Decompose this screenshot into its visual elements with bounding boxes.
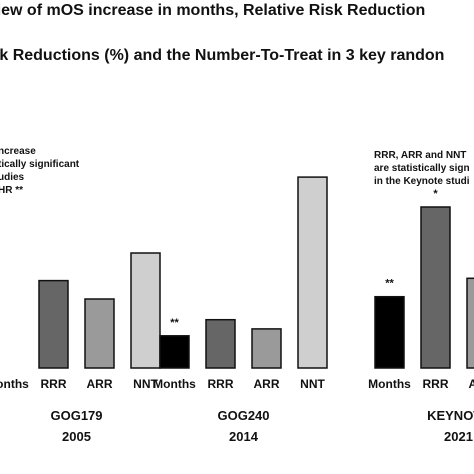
tick-label-months: Months — [153, 377, 196, 391]
bar-keynote-arr — [466, 277, 474, 369]
left-annotation: ncrease tically significant udies HR ** — [0, 145, 79, 197]
significance-marker: ** — [170, 317, 179, 329]
right-annotation: RRR, ARR and NNT are statistically sign … — [374, 149, 470, 188]
tick-label-arr: ARR — [87, 377, 113, 391]
right-annotation-line: are statistically sign — [374, 163, 470, 174]
group-label-year: 2014 — [229, 429, 259, 444]
right-annotation-line: in the Keynote studi — [374, 176, 470, 187]
bar-gog179-arr — [84, 298, 115, 369]
tick-label-months: Months — [368, 377, 411, 391]
bar-gog179-rrr — [38, 279, 69, 369]
significance-marker: ** — [385, 278, 394, 290]
bar-gog240-months — [159, 335, 190, 369]
tick-label-rrr: RRR — [423, 377, 449, 391]
tick-label-rrr: RRR — [41, 377, 67, 391]
bar-gog240-rrr — [205, 318, 236, 369]
right-annotation-line: RRR, ARR and NNT — [374, 150, 467, 161]
chart-title-line-1: overview of mOS increase in months, Rela… — [0, 2, 426, 19]
chart-title-line-2: isk Reductions (%) and the Number-To-Tre… — [0, 47, 445, 64]
bar-keynote-months — [374, 295, 405, 369]
tick-label-rrr: RRR — [208, 377, 234, 391]
tick-label-arr: ARR — [469, 377, 474, 391]
bar-gog179-nnt — [130, 252, 161, 369]
group-label-name: GOG179 — [50, 408, 102, 423]
left-annotation-line: udies — [0, 172, 25, 183]
group-label-name: KEYNOTE — [427, 408, 474, 423]
tick-label-nnt: NNT — [133, 377, 158, 391]
bar-keynote-rrr — [420, 206, 451, 369]
group-label-year: 2005 — [62, 429, 91, 444]
left-annotation-line: ncrease — [0, 146, 36, 157]
left-annotation-line: HR ** — [0, 185, 24, 196]
tick-label-nnt: NNT — [300, 377, 325, 391]
left-annotation-line: tically significant — [0, 159, 80, 170]
bar-gog240-arr — [251, 328, 282, 369]
bar-gog240-nnt — [297, 176, 328, 369]
tick-label-months: Months — [0, 377, 29, 391]
group-label-year: 2021 — [444, 429, 473, 444]
tick-label-arr: ARR — [254, 377, 280, 391]
significance-marker: * — [433, 188, 438, 200]
group-label-name: GOG240 — [217, 408, 269, 423]
